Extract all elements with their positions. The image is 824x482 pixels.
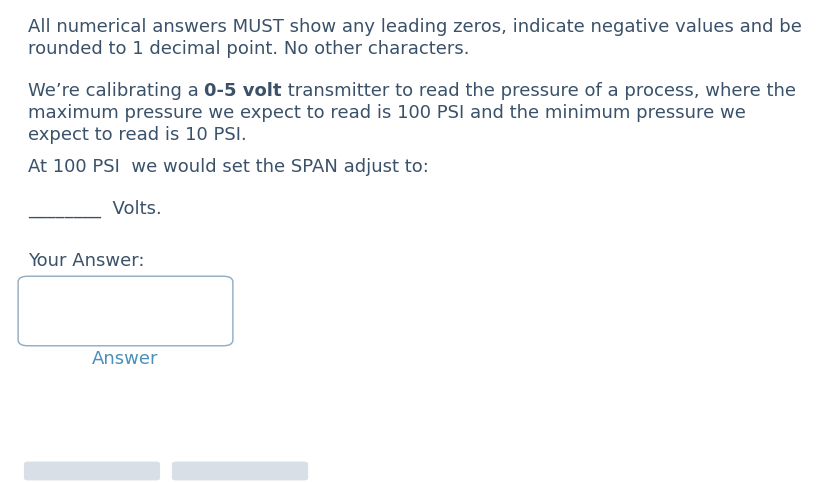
Text: rounded to 1 decimal point. No other characters.: rounded to 1 decimal point. No other cha… (28, 40, 470, 58)
Text: We’re calibrating a: We’re calibrating a (28, 82, 204, 100)
Text: At 100 PSI  we would set the SPAN adjust to:: At 100 PSI we would set the SPAN adjust … (28, 158, 428, 176)
Text: 0-5 volt: 0-5 volt (204, 82, 282, 100)
Text: Your Answer:: Your Answer: (28, 252, 144, 270)
Text: Answer: Answer (92, 350, 159, 368)
Text: ________  Volts.: ________ Volts. (28, 200, 162, 218)
Text: expect to read is 10 PSI.: expect to read is 10 PSI. (28, 126, 246, 144)
Text: transmitter to read the pressure of a process, where the: transmitter to read the pressure of a pr… (282, 82, 796, 100)
Text: All numerical answers MUST show any leading zeros, indicate negative values and : All numerical answers MUST show any lead… (28, 18, 802, 36)
Text: maximum pressure we expect to read is 100 PSI and the minimum pressure we: maximum pressure we expect to read is 10… (28, 104, 746, 122)
